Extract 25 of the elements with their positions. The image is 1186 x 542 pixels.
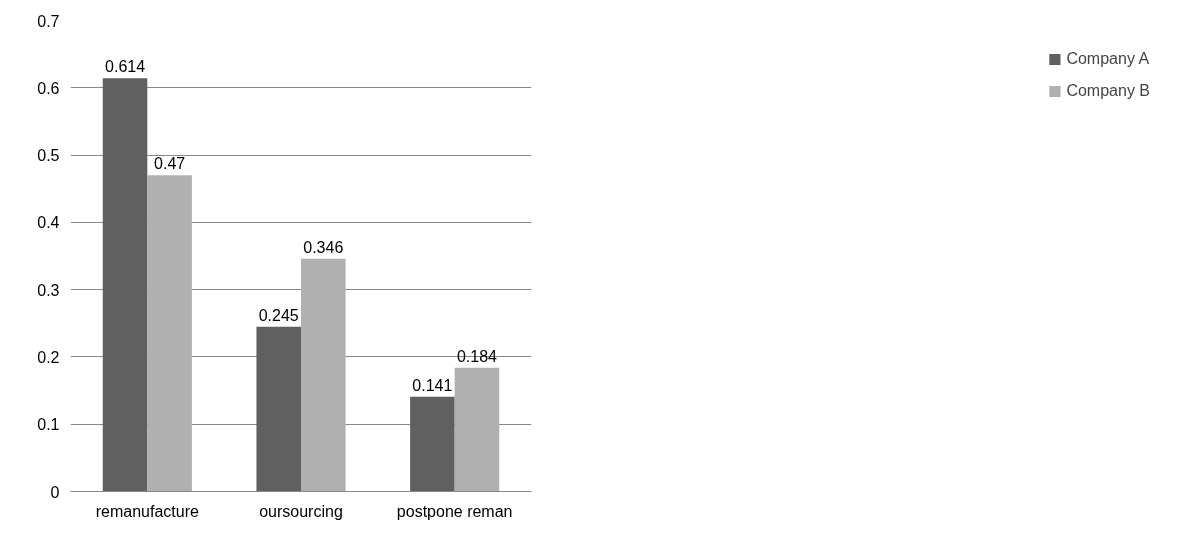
bar bbox=[147, 175, 192, 492]
x-tick-label: oursourcing bbox=[259, 502, 343, 520]
y-tick-label: 0 bbox=[50, 483, 60, 501]
bar bbox=[301, 258, 346, 492]
y-tick-label: 0.2 bbox=[37, 348, 60, 366]
data-label: 0.245 bbox=[258, 306, 299, 324]
bar bbox=[102, 78, 148, 492]
y-tick-label: 0.4 bbox=[37, 214, 60, 232]
y-tick-label: 0.5 bbox=[37, 147, 60, 165]
bar bbox=[454, 367, 500, 492]
data-label: 0.614 bbox=[105, 58, 146, 76]
x-tick-label: remanufacture bbox=[95, 502, 200, 520]
x-tick-label: postpone reman bbox=[396, 502, 513, 520]
data-label: 0.346 bbox=[303, 238, 344, 256]
data-label: 0.47 bbox=[154, 155, 186, 173]
legend-label: Company A bbox=[1066, 50, 1150, 68]
bar bbox=[256, 326, 301, 492]
y-tick-label: 0.1 bbox=[37, 416, 60, 434]
y-tick-label: 0.7 bbox=[37, 12, 60, 30]
legend-label: Company B bbox=[1066, 82, 1150, 100]
bar bbox=[410, 396, 455, 492]
y-tick-label: 0.3 bbox=[37, 281, 60, 299]
data-label: 0.141 bbox=[412, 376, 453, 394]
data-label: 0.184 bbox=[456, 347, 498, 365]
y-tick-label: 0.6 bbox=[37, 79, 60, 97]
